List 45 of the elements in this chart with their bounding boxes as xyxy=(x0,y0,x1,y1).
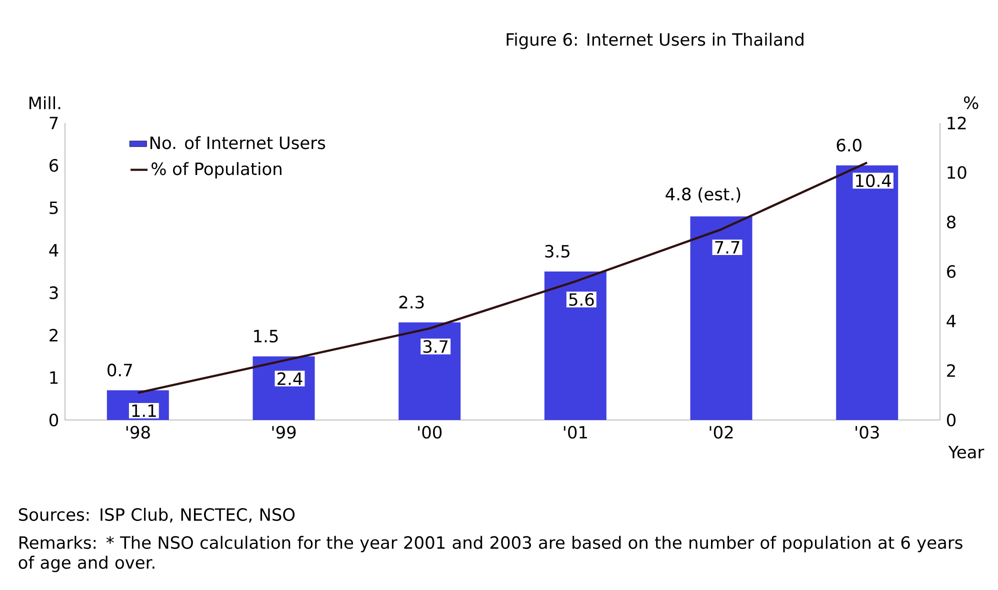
y-tick-label: 7 xyxy=(50,116,58,130)
data-label: 6.0 xyxy=(836,138,862,152)
data-label: 10.4 xyxy=(856,174,891,188)
y-tick-label: 4 xyxy=(49,244,58,256)
data-label: 0.7 xyxy=(108,364,132,376)
data-label: 1.1 xyxy=(132,404,156,417)
y2-tick-label: 12 xyxy=(948,116,966,130)
y-tick-label: 5 xyxy=(50,202,58,214)
y2-tick-label: 6 xyxy=(947,265,956,278)
y2-tick-label: 8 xyxy=(947,216,956,228)
bar xyxy=(398,322,461,420)
x-tick-label: '02 xyxy=(710,426,733,439)
x-tick-label: '00 xyxy=(418,426,442,439)
y2-axis-title: % xyxy=(964,96,978,110)
x-tick-label: '03 xyxy=(856,426,879,439)
source-note: Sources: ISP Club, NECTEC, NSO xyxy=(18,508,295,523)
chart-title: Figure 6: Internet Users in Thailand xyxy=(506,32,804,50)
text: Remarks: * The NSO calculation for the year 2001 and 2003 are based on the number of population at 6 years of age and over. xyxy=(18,536,962,572)
x-axis-title: Year xyxy=(948,446,984,458)
data-label: 4.8 (est.) xyxy=(666,187,740,202)
x-tick-label: '01 xyxy=(564,426,587,439)
data-label: 2.3 xyxy=(399,296,424,309)
y-tick-label: 2 xyxy=(50,328,58,342)
y-tick-label: 0 xyxy=(49,414,58,426)
data-label: 3.5 xyxy=(545,244,570,258)
data-label: 2.4 xyxy=(278,372,302,385)
y2-tick-label: 4 xyxy=(946,314,956,328)
y-tick-label: 3 xyxy=(50,286,58,300)
data-label: 5.6 xyxy=(569,293,594,306)
bar xyxy=(544,271,606,420)
y2-tick-label: 2 xyxy=(947,364,955,377)
y-tick-label: 6 xyxy=(50,159,58,172)
bar xyxy=(690,216,752,420)
legend-label: % of Population xyxy=(152,162,282,178)
data-label: 1.5 xyxy=(254,330,278,343)
y2-tick-label: 10 xyxy=(948,166,966,179)
y-tick-label: 1 xyxy=(50,371,58,384)
data-label: 7.7 xyxy=(715,241,740,254)
data-label: 3.7 xyxy=(423,340,448,353)
x-tick-label: '99 xyxy=(272,426,296,439)
x-tick-label: '98 xyxy=(126,426,150,439)
y-axis-title: Mill. xyxy=(30,96,60,110)
legend-label: No. of Internet Users xyxy=(150,136,326,150)
y2-tick-label: 0 xyxy=(946,414,956,426)
bar xyxy=(836,165,898,420)
